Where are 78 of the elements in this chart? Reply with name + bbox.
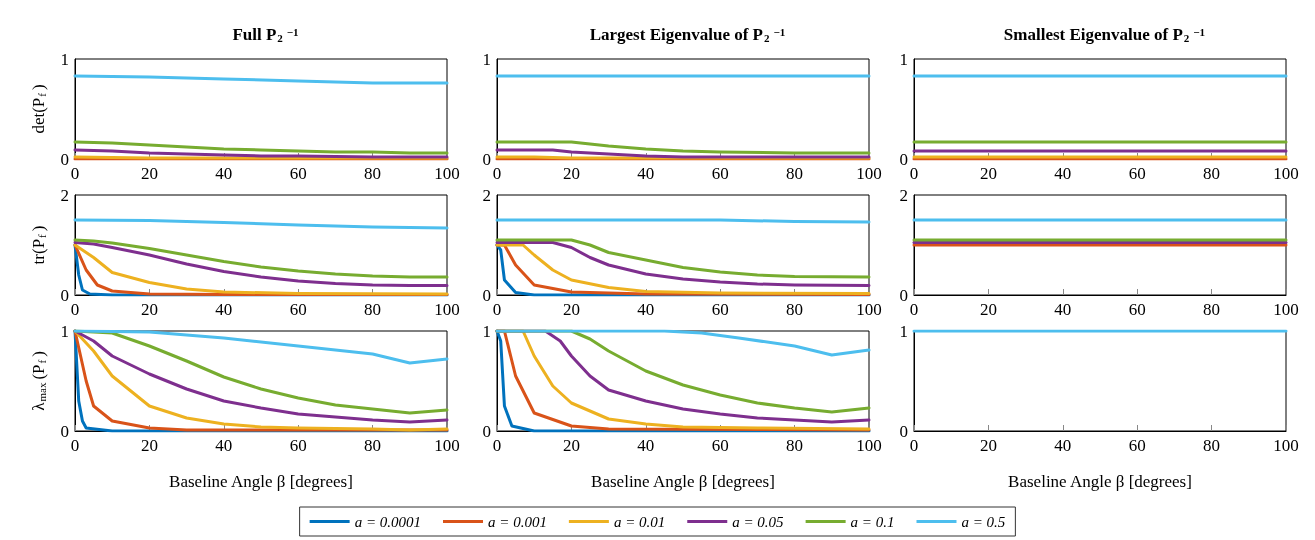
x-tick-label: 100 bbox=[856, 436, 882, 455]
x-axis-title: Baseline Angle β [degrees] bbox=[591, 472, 775, 491]
x-tick-label: 20 bbox=[562, 300, 580, 319]
x-tick-label: 40 bbox=[637, 436, 655, 455]
x-tick-label: 60 bbox=[289, 436, 307, 455]
y-tick-label: 0 bbox=[899, 421, 908, 441]
legend-label: a = 0.001 bbox=[488, 513, 547, 530]
x-tick-label: 100 bbox=[434, 164, 460, 183]
x-tick-label: 20 bbox=[562, 164, 580, 183]
x-tick-label: 80 bbox=[786, 164, 804, 183]
x-tick-label: 20 bbox=[979, 164, 997, 183]
legend-label: a = 0.5 bbox=[961, 513, 1006, 530]
x-tick-label: 60 bbox=[289, 164, 307, 183]
x-tick-label: 40 bbox=[637, 300, 655, 319]
x-tick-label: 40 bbox=[637, 164, 655, 183]
y-tick-label: 2 bbox=[482, 185, 491, 205]
x-tick-label: 100 bbox=[856, 164, 882, 183]
y-tick-label: 0 bbox=[60, 285, 69, 305]
x-tick-label: 20 bbox=[979, 300, 997, 319]
x-tick-label: 100 bbox=[856, 300, 882, 319]
y-axis-title: tr(Pf) bbox=[29, 225, 48, 265]
x-tick-label: 40 bbox=[1054, 164, 1072, 183]
y-tick-label: 0 bbox=[482, 421, 491, 441]
chart-title: Full P2−1 bbox=[232, 25, 299, 44]
x-tick-label: 80 bbox=[786, 300, 804, 319]
y-tick-label: 2 bbox=[60, 185, 69, 205]
legend-label: a = 0.1 bbox=[850, 513, 895, 530]
y-tick-label: 0 bbox=[899, 149, 908, 169]
y-tick-label: 2 bbox=[899, 185, 908, 205]
x-tick-label: 60 bbox=[1128, 436, 1146, 455]
x-tick-label: 40 bbox=[215, 436, 233, 455]
y-tick-label: 0 bbox=[60, 149, 69, 169]
y-tick-label: 0 bbox=[899, 285, 908, 305]
x-tick-label: 80 bbox=[1203, 436, 1221, 455]
x-tick-label: 80 bbox=[786, 436, 804, 455]
y-axis-title: det(Pf) bbox=[29, 84, 48, 134]
x-tick-label: 100 bbox=[434, 300, 460, 319]
x-tick-label: 20 bbox=[140, 164, 158, 183]
x-tick-label: 20 bbox=[140, 300, 158, 319]
x-tick-label: 100 bbox=[1273, 164, 1299, 183]
x-tick-label: 40 bbox=[215, 300, 233, 319]
y-tick-label: 1 bbox=[60, 49, 69, 69]
x-tick-label: 40 bbox=[215, 164, 233, 183]
x-tick-label: 80 bbox=[364, 300, 382, 319]
x-tick-label: 60 bbox=[711, 436, 729, 455]
x-tick-label: 60 bbox=[711, 300, 729, 319]
legend-label: a = 0.01 bbox=[613, 513, 666, 530]
x-axis-title: Baseline Angle β [degrees] bbox=[169, 472, 353, 491]
y-tick-label: 1 bbox=[60, 321, 69, 341]
y-tick-label: 1 bbox=[482, 49, 491, 69]
y-tick-label: 1 bbox=[482, 321, 491, 341]
x-tick-label: 20 bbox=[562, 436, 580, 455]
chart-title: Smallest Eigenvalue of P2−1 bbox=[1003, 25, 1206, 44]
x-tick-label: 40 bbox=[1054, 436, 1072, 455]
y-tick-label: 0 bbox=[482, 149, 491, 169]
x-axis-title: Baseline Angle β [degrees] bbox=[1008, 472, 1192, 491]
y-axis-title: λmax(Pf) bbox=[29, 351, 48, 411]
legend-label: a = 0.0001 bbox=[354, 513, 422, 530]
x-tick-label: 80 bbox=[1203, 164, 1221, 183]
x-tick-label: 100 bbox=[1273, 300, 1299, 319]
y-tick-label: 0 bbox=[482, 285, 491, 305]
x-tick-label: 40 bbox=[1054, 300, 1072, 319]
x-tick-label: 20 bbox=[140, 436, 158, 455]
x-tick-label: 60 bbox=[1128, 300, 1146, 319]
x-tick-label: 60 bbox=[711, 164, 729, 183]
y-tick-label: 0 bbox=[60, 421, 69, 441]
x-tick-label: 80 bbox=[364, 436, 382, 455]
x-tick-label: 80 bbox=[364, 164, 382, 183]
y-tick-label: 1 bbox=[899, 321, 908, 341]
y-tick-label: 1 bbox=[899, 49, 908, 69]
x-tick-label: 60 bbox=[289, 300, 307, 319]
chart-title: Largest Eigenvalue of P2−1 bbox=[589, 25, 786, 44]
x-tick-label: 60 bbox=[1128, 164, 1146, 183]
x-tick-label: 100 bbox=[1273, 436, 1299, 455]
x-tick-label: 100 bbox=[434, 436, 460, 455]
legend-label: a = 0.05 bbox=[732, 513, 785, 530]
x-tick-label: 20 bbox=[979, 436, 997, 455]
x-tick-label: 80 bbox=[1203, 300, 1221, 319]
